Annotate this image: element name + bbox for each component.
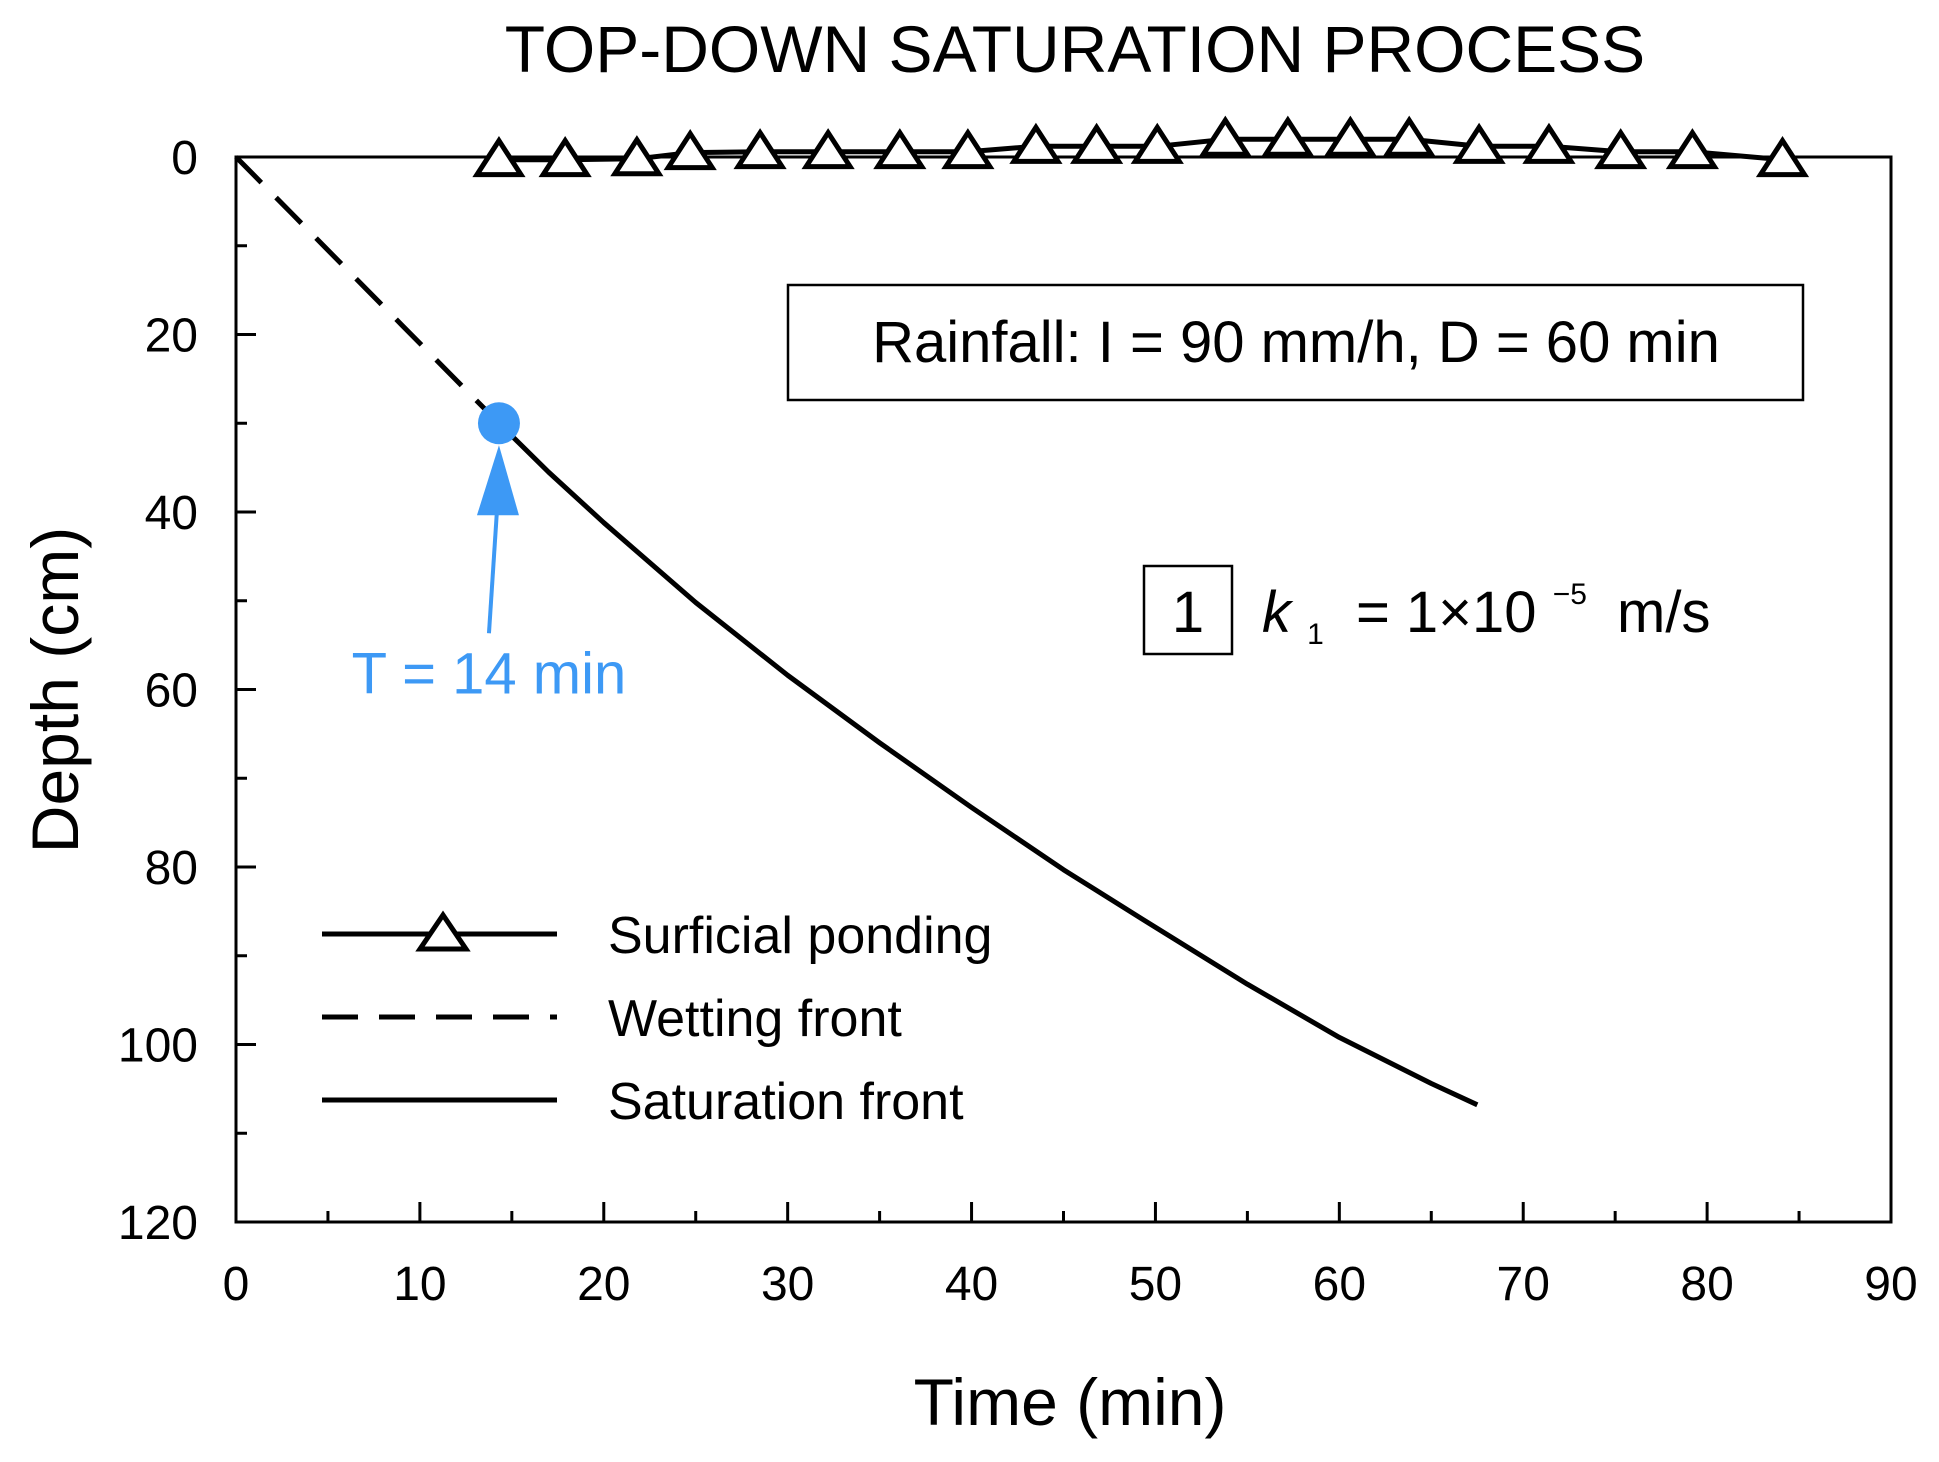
legend-item-surficial-ponding: Surficial ponding bbox=[322, 907, 992, 965]
saturation-start-point bbox=[477, 402, 520, 445]
k-unit: m/s bbox=[1617, 580, 1710, 645]
legend-item-saturation-front: Saturation front bbox=[322, 1073, 964, 1131]
ponding-marker bbox=[1130, 122, 1184, 164]
ponding-marker bbox=[1261, 115, 1315, 157]
k-equals: = 1×10 bbox=[1356, 580, 1537, 645]
ponding-marker bbox=[472, 136, 526, 178]
y-tick-label: 40 bbox=[145, 487, 198, 540]
legend-item-wetting-front: Wetting front bbox=[322, 990, 902, 1048]
saturation-time-annotation: T = 14 min bbox=[352, 402, 627, 706]
y-tick-label: 0 bbox=[171, 132, 198, 185]
annotation-arrow-line bbox=[486, 495, 500, 634]
ponding-marker bbox=[663, 128, 717, 171]
x-tick-label: 90 bbox=[1864, 1258, 1917, 1311]
x-tick-label: 40 bbox=[945, 1258, 998, 1311]
annotation-arrow-head bbox=[476, 445, 519, 516]
rainfall-label: Rainfall: I = 90 mm/h, D = 60 min bbox=[872, 310, 1720, 375]
ponding-marker bbox=[801, 128, 855, 170]
ponding-marker bbox=[1009, 122, 1063, 164]
x-tick-label: 30 bbox=[761, 1258, 814, 1311]
y-tick-label: 20 bbox=[145, 310, 198, 363]
legend: Surficial ponding Wetting front Saturati… bbox=[322, 907, 992, 1131]
permeability-label: k 1 = 1×10 −5 m/s bbox=[1262, 552, 1710, 657]
ponding-marker bbox=[538, 136, 592, 178]
legend-label-saturation-front: Saturation front bbox=[608, 1073, 964, 1131]
y-tick-label: 120 bbox=[118, 1197, 198, 1250]
ponding-marker bbox=[873, 128, 927, 170]
legend-triangle-marker bbox=[415, 910, 471, 952]
ponding-marker bbox=[1594, 128, 1648, 170]
y-tick-label: 80 bbox=[145, 842, 198, 895]
legend-label-wetting-front: Wetting front bbox=[608, 990, 902, 1048]
ponding-marker bbox=[610, 135, 664, 177]
y-tick-label: 100 bbox=[118, 1020, 198, 1073]
ponding-marker bbox=[733, 128, 787, 170]
x-axis-title: Time (min) bbox=[914, 1365, 1227, 1439]
y-axis-title: Depth (cm) bbox=[18, 527, 92, 853]
ponding-marker bbox=[1198, 115, 1252, 157]
ponding-marker bbox=[1070, 122, 1124, 164]
series-line-wetting-front bbox=[234, 155, 501, 426]
x-tick-label: 70 bbox=[1497, 1258, 1550, 1311]
ponding-marker bbox=[1522, 122, 1576, 164]
saturation-time-label: T = 14 min bbox=[352, 641, 627, 706]
y-axis-ticks: 0 20 40 60 80 100 120 bbox=[118, 132, 256, 1250]
x-tick-label: 60 bbox=[1313, 1258, 1366, 1311]
case-number: 1 bbox=[1172, 580, 1204, 645]
ponding-marker bbox=[1382, 115, 1436, 157]
k-subscript: 1 bbox=[1307, 618, 1324, 651]
chart-title: TOP-DOWN SATURATION PROCESS bbox=[505, 12, 1645, 86]
rainfall-box bbox=[786, 283, 1805, 402]
ponding-marker bbox=[1452, 122, 1506, 164]
ponding-marker bbox=[1755, 136, 1810, 178]
ponding-marker bbox=[1323, 115, 1377, 157]
k-exponent: −5 bbox=[1553, 578, 1587, 611]
x-tick-label: 80 bbox=[1680, 1258, 1733, 1311]
legend-label-surficial-ponding: Surficial ponding bbox=[608, 907, 992, 965]
series-layer bbox=[234, 115, 1810, 1108]
x-tick-label: 20 bbox=[577, 1258, 630, 1311]
ponding-marker bbox=[1665, 128, 1719, 170]
x-axis-ticks: 0 10 20 30 40 50 60 70 80 90 bbox=[223, 1202, 1918, 1311]
x-tick-label: 0 bbox=[223, 1258, 250, 1311]
ponding-marker bbox=[941, 128, 995, 170]
k-symbol: k bbox=[1262, 580, 1294, 645]
x-tick-label: 50 bbox=[1129, 1258, 1182, 1311]
y-tick-label: 60 bbox=[145, 665, 198, 718]
series-line-saturation-front bbox=[497, 421, 1479, 1108]
case-number-box bbox=[1142, 564, 1234, 656]
x-tick-label: 10 bbox=[393, 1258, 446, 1311]
